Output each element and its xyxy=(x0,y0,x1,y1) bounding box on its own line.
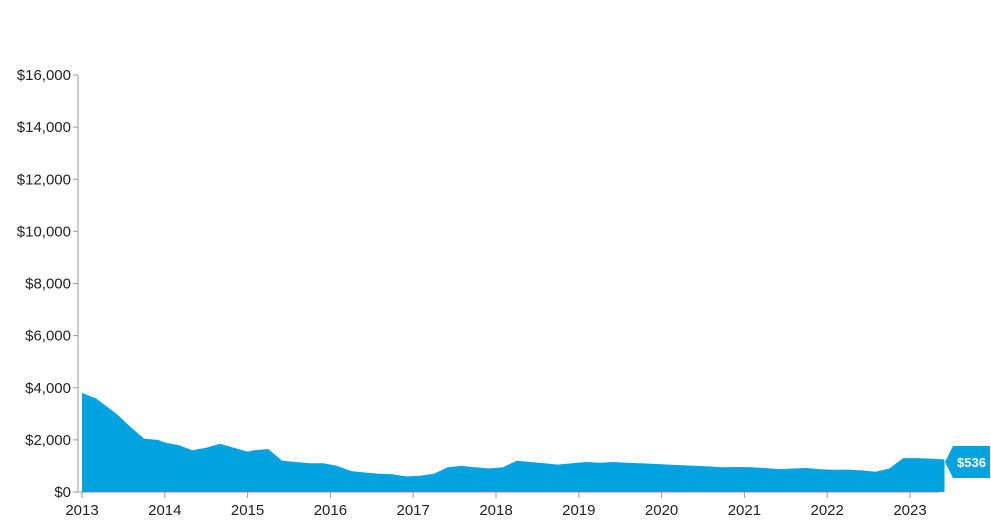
x-tick-label: 2022 xyxy=(811,502,844,519)
y-tick-label: $6,000 xyxy=(25,328,71,345)
x-tick-label: 2016 xyxy=(314,502,347,519)
y-axis: $0 $2,000 $4,000 $6,000 $8,000 $10,000 $12,000… xyxy=(17,67,79,501)
x-tick-label: 2020 xyxy=(645,502,678,519)
latest-value-badge: $536 xyxy=(945,446,990,478)
latest-value-label: $536 xyxy=(957,455,986,470)
x-tick-label: 2018 xyxy=(479,502,512,519)
latest-value-badge-shape xyxy=(945,446,990,478)
y-tick-label: $4,000 xyxy=(25,380,71,397)
x-tick-label: 2015 xyxy=(231,502,264,519)
y-tick-label: $10,000 xyxy=(17,223,71,240)
y-tick-label: $2,000 xyxy=(25,432,71,449)
y-tick-label: $12,000 xyxy=(17,171,71,188)
y-tick-label: $16,000 xyxy=(17,67,71,84)
x-tick-label: 2019 xyxy=(562,502,595,519)
x-axis: 2013 2014 2015 2016 2017 2018 2019 2020 2021 2022… xyxy=(65,491,940,519)
x-tick-label: 2021 xyxy=(728,502,761,519)
price-area xyxy=(82,393,945,492)
x-tick-label: 2023 xyxy=(893,502,926,519)
y-tick-label: $14,000 xyxy=(17,119,71,136)
x-tick-label: 2014 xyxy=(148,502,181,519)
x-tick-label: 2013 xyxy=(65,502,98,519)
x-tick-label: 2017 xyxy=(397,502,430,519)
y-tick-label: $8,000 xyxy=(25,276,71,293)
y-tick-label: $0 xyxy=(54,484,71,501)
